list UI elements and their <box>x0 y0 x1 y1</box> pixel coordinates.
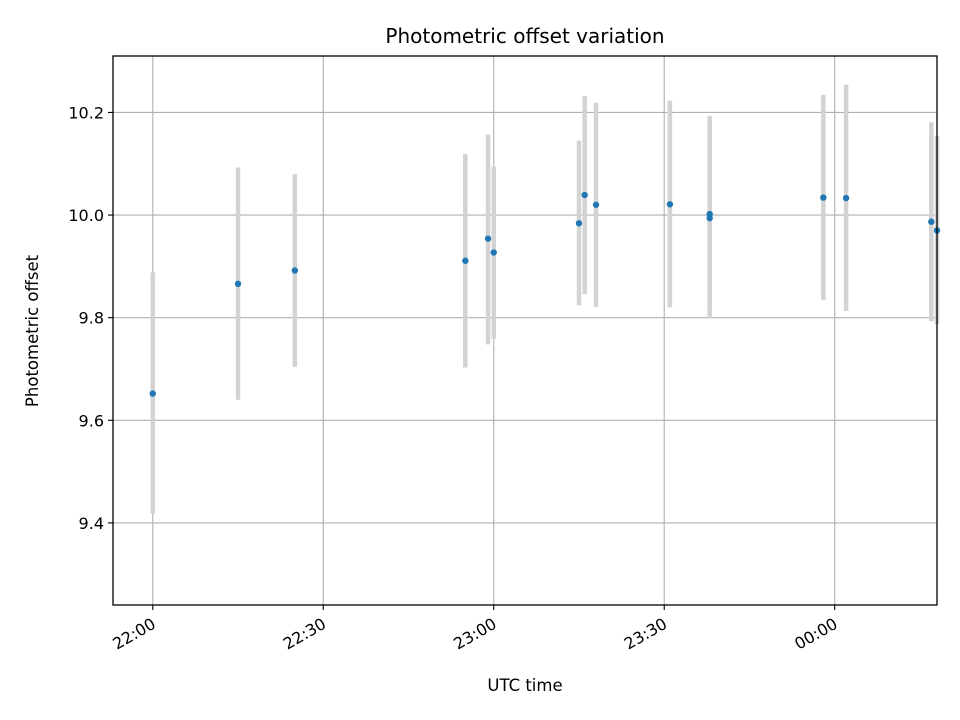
y-tick-label: 9.6 <box>79 411 104 430</box>
data-point <box>149 390 156 397</box>
chart-title: Photometric offset variation <box>385 24 664 48</box>
data-point <box>484 235 492 242</box>
data-point <box>234 280 242 288</box>
data-point <box>462 257 469 264</box>
data-point <box>706 210 713 218</box>
y-axis-label: Photometric offset <box>23 254 42 407</box>
data-point <box>666 201 674 208</box>
y-tick-label: 10.2 <box>68 103 104 122</box>
y-tick-label: 9.8 <box>79 309 104 328</box>
y-axis: 9.4 9.6 9.8 10.0 10.2 <box>68 103 113 533</box>
data-point <box>575 220 583 227</box>
data-point <box>490 249 497 256</box>
data-point <box>928 218 935 225</box>
data-point <box>820 194 827 201</box>
plot-frame <box>112 55 938 606</box>
data-point <box>581 191 588 199</box>
data-points <box>149 191 941 397</box>
data-point <box>291 267 299 274</box>
y-tick-label: 9.4 <box>79 514 104 533</box>
x-axis-label: UTC time <box>487 676 562 695</box>
data-point <box>842 194 850 202</box>
grid <box>113 56 937 605</box>
y-tick-label: 10.0 <box>68 206 104 225</box>
data-point <box>592 201 600 208</box>
